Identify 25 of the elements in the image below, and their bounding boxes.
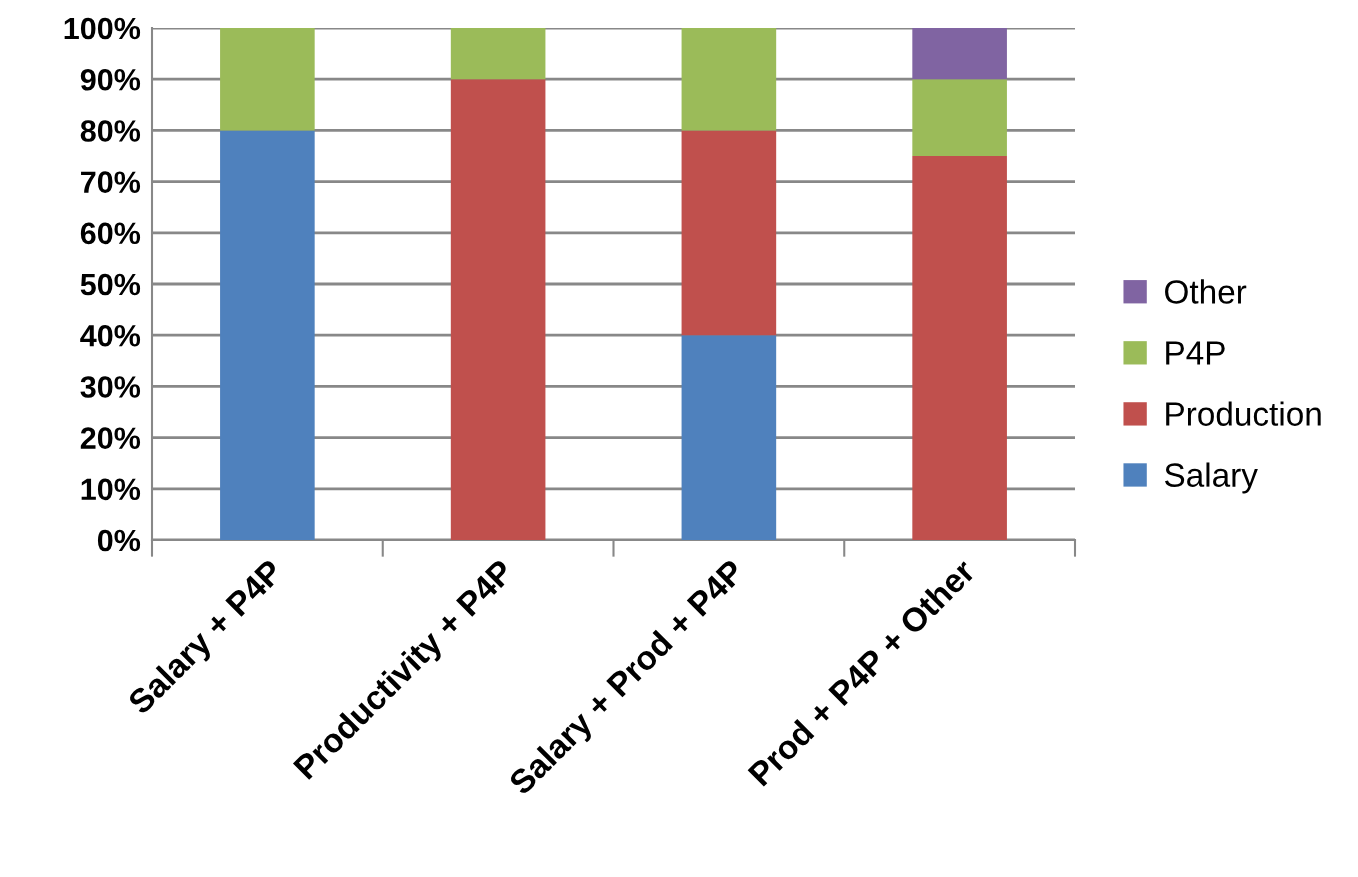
bar: [220, 130, 315, 540]
y-tick-label: 70%: [81, 171, 141, 193]
y-tick-label: 80%: [80, 120, 141, 142]
legend-label: Other: [1165, 279, 1247, 304]
y-tick-label: 0%: [97, 529, 141, 552]
bar: [681, 335, 777, 540]
y-tick-label: 90%: [80, 68, 141, 91]
bar: [220, 28, 315, 131]
legend-label: P4P: [1166, 341, 1225, 365]
bar: [681, 28, 777, 131]
y-tick-label: 20%: [80, 427, 141, 449]
legend-label: Salary: [1164, 462, 1258, 494]
y-tick-label: 100%: [64, 17, 141, 40]
bar: [681, 130, 777, 336]
y-tick-label: 30%: [80, 376, 141, 398]
y-tick-label: 50%: [80, 273, 141, 296]
bar: [912, 28, 1007, 80]
bar: [912, 79, 1007, 156]
y-tick-label: 10%: [81, 478, 141, 501]
bar: [912, 156, 1007, 540]
legend-label: Production: [1166, 401, 1321, 426]
bar: [450, 28, 546, 80]
y-tick-label: 40%: [80, 324, 141, 347]
bar: [450, 79, 546, 540]
y-tick-label: 60%: [80, 222, 141, 245]
